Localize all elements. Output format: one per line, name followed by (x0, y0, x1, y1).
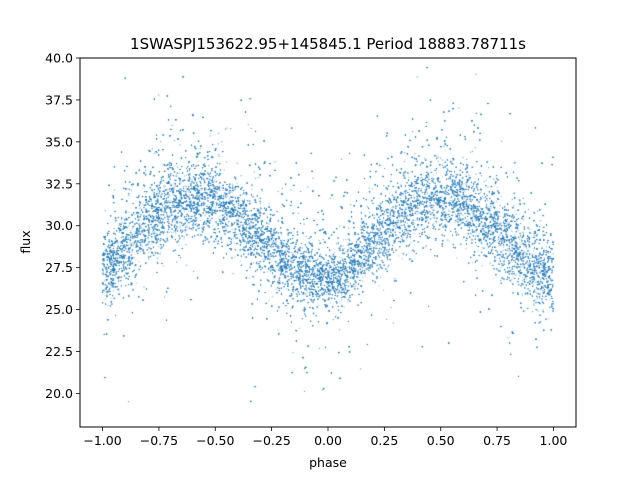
y-tick-label: 35.0 (45, 134, 73, 149)
x-tick-label: 0.25 (370, 433, 398, 448)
x-axis-label: phase (309, 455, 347, 470)
chart-title: 1SWASPJ153622.95+145845.1 Period 18883.7… (130, 35, 526, 53)
x-tick-label: −0.25 (252, 433, 290, 448)
x-tick-label: 0.50 (427, 433, 455, 448)
y-tick-label: 27.5 (45, 260, 73, 275)
scatter-points (80, 58, 576, 427)
x-tick-label: 0.75 (483, 433, 511, 448)
x-tick-label: −0.75 (140, 433, 178, 448)
y-tick-label: 20.0 (45, 386, 73, 401)
data-points (80, 58, 576, 427)
x-tick-label: 1.00 (540, 433, 568, 448)
y-axis-label: flux (18, 230, 33, 253)
y-tick-label: 40.0 (45, 51, 73, 66)
x-tick-label: −0.50 (196, 433, 234, 448)
y-tick-label: 30.0 (45, 218, 73, 233)
x-tick-label: −1.00 (83, 433, 121, 448)
x-tick-label: 0.00 (314, 433, 342, 448)
y-tick-label: 32.5 (45, 176, 73, 191)
y-tick-label: 37.5 (45, 92, 73, 107)
y-tick-label: 25.0 (45, 302, 73, 317)
y-axis: 20.0 22.5 25.0 27.5 30.0 32.5 35.0 37.5 40.0 (45, 51, 80, 401)
y-tick-label: 22.5 (45, 344, 73, 359)
x-axis: −1.00 −0.75 −0.50 −0.25 0.00 0.25 0.50 0.75 1.00 (83, 427, 567, 448)
